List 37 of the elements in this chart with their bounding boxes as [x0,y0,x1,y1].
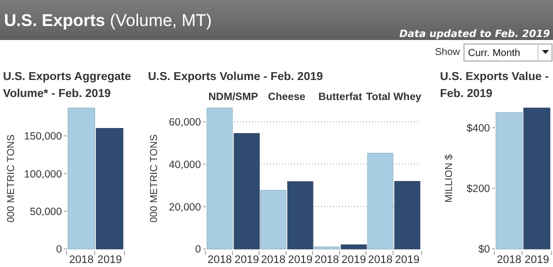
y-tick-label: $400 [466,122,490,134]
bar [367,152,394,250]
bar [394,181,420,250]
chart-title: U.S. Exports Volume - Feb. 2019 [148,71,323,83]
x-tick-label: Cheese [268,91,306,103]
x-tick-label: Butterfat [318,91,363,103]
y-tick-label: 100,000 [24,168,62,180]
dropdown-field: Curr. Month [464,44,552,62]
bar [206,108,233,250]
y-axis-title: 000 METRIC TONS [6,134,17,222]
y-tick-label: 150,000 [24,130,62,143]
x-tick-label: 2019 [97,254,122,266]
text: Show [434,47,461,58]
x-tick-label: NDM/SMP [208,91,258,103]
x-tick-label: 2018 [69,254,94,266]
y-tick-label: $200 [466,183,490,196]
y-axis-title: 000 METRIC TONS [149,134,160,222]
chart-title: U.S. Exports Aggregate Volume* - Feb. 2019 [3,71,132,100]
chart-title: U.S. Exports Value - Feb. 2019 [440,71,549,100]
y-tick-label: 0 [195,244,202,256]
text: U.S. Exports (Volume, MT) [4,11,212,30]
bar [260,190,286,250]
y-axis-title: MILLION $ [444,154,455,203]
bar [340,244,367,250]
bar [314,246,340,250]
y-tick-label: 40,000 [168,158,202,171]
y-tick-label: 0 [56,244,62,256]
x-tick-label: 2019 [524,254,550,266]
y-tick-label: 20,000 [168,201,202,214]
y-tick-label: 60,000 [168,116,202,128]
bar [287,181,314,250]
bar [234,133,260,250]
x-tick-label: 2018 [496,254,522,266]
y-tick-label: 50,000 [30,206,62,218]
x-tick-label: Total Whey [366,91,422,103]
y-tick-label: $0 [478,244,490,256]
text: Data updated to Feb. 2019 [399,29,550,40]
